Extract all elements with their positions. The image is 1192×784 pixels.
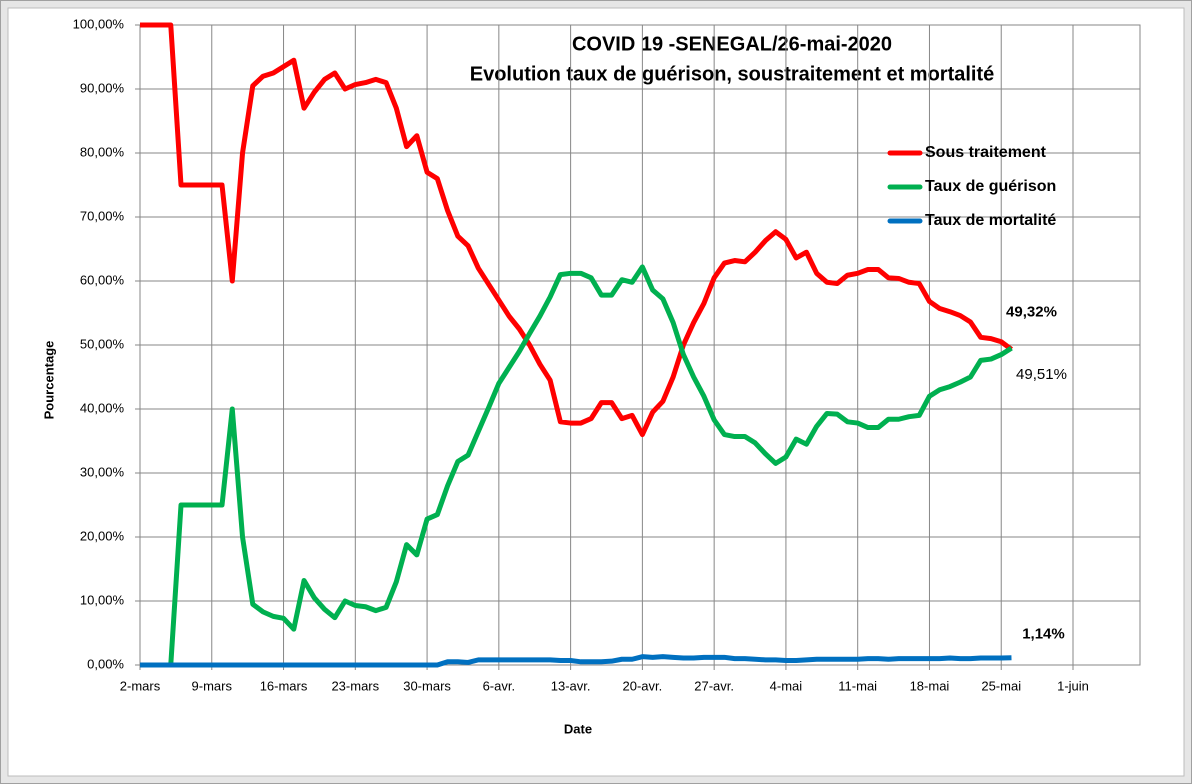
data-label: 49,32% (1006, 303, 1057, 320)
chart-subtitle: Evolution taux de guérison, soustraiteme… (470, 63, 995, 85)
x-tick-label: 1-juin (1057, 678, 1089, 693)
y-tick-label: 90,00% (80, 80, 125, 95)
x-tick-label: 6-avr. (483, 678, 516, 693)
series-line (140, 654, 1012, 668)
y-tick-label: 70,00% (80, 208, 125, 223)
legend-label: Taux de guérison (925, 178, 1056, 195)
chart-area (7, 7, 1185, 777)
y-tick-label: 30,00% (80, 464, 125, 479)
y-tick-label: 20,00% (80, 528, 125, 543)
x-tick-label: 27-avr. (694, 678, 734, 693)
y-tick-label: 50,00% (80, 336, 125, 351)
series-line (140, 264, 1013, 668)
x-tick-label: 23-mars (331, 678, 379, 693)
y-axis-label: Pourcentage (41, 341, 56, 420)
x-tick-label: 20-avr. (623, 678, 663, 693)
plot-area (139, 24, 1141, 666)
x-axis-label: Date (564, 721, 592, 736)
chart-title: COVID 19 -SENEGAL/26-mai-2020 (572, 33, 892, 55)
x-tick-label: 18-mai (910, 678, 950, 693)
y-tick-label: 60,00% (80, 272, 125, 287)
y-tick-label: 100,00% (73, 16, 125, 31)
y-tick-label: 0,00% (87, 656, 124, 671)
legend-label: Sous traitement (925, 144, 1047, 161)
legend-label: Taux de mortalité (925, 212, 1056, 229)
x-tick-label: 9-mars (192, 678, 233, 693)
series-line (140, 22, 1013, 438)
x-tick-label: 25-mai (981, 678, 1021, 693)
y-tick-label: 40,00% (80, 400, 125, 415)
x-tick-label: 11-mai (838, 678, 877, 693)
x-tick-label: 2-mars (120, 678, 161, 693)
x-tick-label: 30-mars (403, 678, 451, 693)
x-tick-label: 4-mai (770, 678, 803, 693)
x-tick-label: 13-avr. (551, 678, 591, 693)
y-tick-label: 10,00% (80, 592, 125, 607)
data-label: 1,14% (1022, 626, 1065, 643)
y-tick-label: 80,00% (80, 144, 125, 159)
x-tick-label: 16-mars (260, 678, 308, 693)
data-label: 49,51% (1016, 366, 1067, 383)
